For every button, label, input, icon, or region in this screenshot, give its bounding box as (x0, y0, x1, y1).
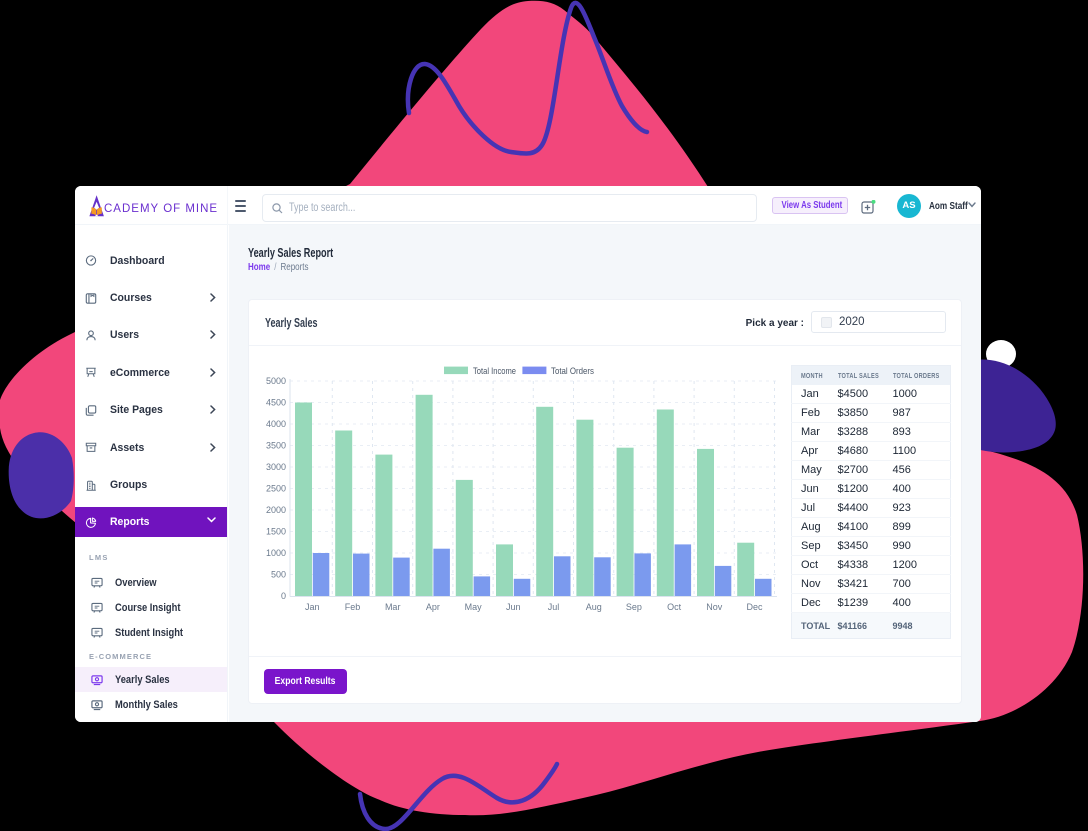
svg-text:0: 0 (281, 591, 286, 601)
svg-text:May: May (465, 602, 483, 612)
svg-text:5000: 5000 (266, 376, 286, 386)
svg-text:Jul: Jul (548, 602, 560, 612)
svg-text:Apr: Apr (426, 602, 440, 612)
svg-text:3500: 3500 (266, 441, 286, 451)
svg-text:2000: 2000 (266, 505, 286, 515)
svg-text:Dec: Dec (746, 602, 763, 612)
svg-text:Jan: Jan (305, 602, 320, 612)
svg-text:Total Income: Total Income (473, 366, 516, 377)
svg-text:Sep: Sep (626, 602, 642, 612)
svg-text:2500: 2500 (266, 484, 286, 494)
svg-text:Feb: Feb (345, 602, 361, 612)
svg-text:Oct: Oct (667, 602, 682, 612)
svg-text:4500: 4500 (266, 398, 286, 408)
svg-text:500: 500 (271, 570, 286, 580)
svg-text:1000: 1000 (266, 548, 286, 558)
svg-text:CADEMY OF MINE: CADEMY OF MINE (104, 203, 218, 215)
svg-text:Nov: Nov (706, 602, 723, 612)
svg-text:Mar: Mar (385, 602, 401, 612)
svg-text:3000: 3000 (266, 462, 286, 472)
svg-text:1500: 1500 (266, 527, 286, 537)
svg-text:4000: 4000 (266, 419, 286, 429)
svg-text:Jun: Jun (506, 602, 521, 612)
svg-text:Total Orders: Total Orders (551, 366, 594, 377)
svg-text:Aug: Aug (586, 602, 602, 612)
